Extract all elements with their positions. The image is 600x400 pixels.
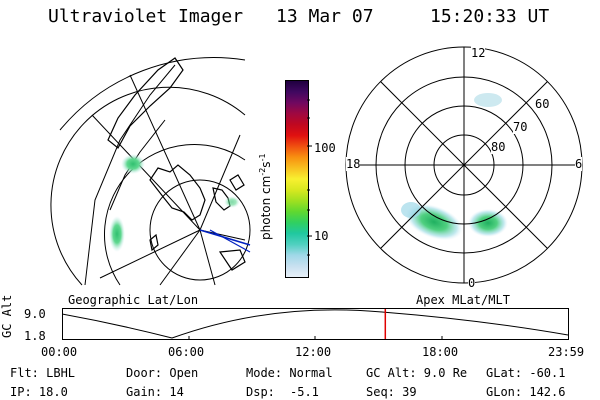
filter-readout: Flt: LBHL — [10, 366, 76, 380]
unit-s: s — [259, 161, 273, 168]
unit-text: photon cm — [259, 175, 273, 240]
altitude-curve — [62, 309, 569, 339]
xtick-3: 18:00 — [422, 345, 459, 359]
intensity-colorbar — [285, 80, 309, 278]
ip-readout: IP: 18.0 — [10, 385, 68, 399]
geographic-panel-label: Geographic Lat/Lon — [68, 293, 199, 307]
mlat-label-70: 70 — [513, 120, 528, 134]
gain-readout: Gain: 14 — [126, 385, 184, 399]
altitude-min-label: 1.8 — [24, 329, 46, 343]
date-label: 13 Mar 07 — [276, 6, 374, 27]
seq-readout: Seq: 39 — [366, 385, 417, 399]
instrument-title: Ultraviolet Imager — [48, 6, 244, 27]
altitude-x-ticks — [188, 336, 443, 340]
geographic-map — [50, 57, 251, 286]
subsatellite-track — [199, 229, 251, 246]
colorbar-ticks — [307, 99, 312, 256]
colorbar-unit-label: photon cm-2s-1 — [258, 153, 273, 240]
mlt-label-6: 6 — [575, 157, 583, 171]
mode-readout: Mode: Normal — [246, 366, 333, 380]
colorbar-tick-100: 100 — [314, 141, 336, 155]
mlt-label-12: 12 — [471, 46, 486, 60]
mlt-label-18: 18 — [346, 157, 361, 171]
glon-readout: GLon: 142.6 — [486, 385, 566, 399]
gc-alt-readout: GC Alt: 9.0 Re — [366, 366, 468, 380]
mlt-label-0: 0 — [468, 276, 476, 290]
xtick-2: 12:00 — [295, 345, 332, 359]
xtick-0: 00:00 — [41, 345, 78, 359]
time-label: 15:20:33 UT — [430, 6, 550, 27]
polar-grid — [345, 46, 583, 284]
unit-exp-1: -2 — [258, 167, 267, 176]
door-readout: Door: Open — [126, 366, 199, 380]
mlat-label-60: 60 — [535, 97, 550, 111]
polar-plot — [345, 46, 583, 284]
subsatellite-track-2 — [209, 229, 251, 253]
apex-panel-label: Apex MLat/MLT — [416, 293, 510, 307]
altitude-max-label: 9.0 — [24, 307, 46, 321]
geo-grid — [50, 57, 251, 286]
polar-aurora — [401, 93, 508, 241]
glat-readout: GLat: -60.1 — [486, 366, 566, 380]
xtick-1: 06:00 — [168, 345, 205, 359]
geo-aurora — [109, 154, 240, 252]
dsp-value: -5.1 — [290, 385, 319, 399]
colorbar-tick-10: 10 — [314, 229, 329, 243]
altitude-plot — [62, 308, 569, 340]
xtick-4: 23:59 — [548, 345, 585, 359]
dsp-label: Dsp: — [246, 385, 275, 399]
coastlines — [107, 57, 246, 271]
altitude-axis-label: GC Alt — [0, 294, 14, 338]
unit-exp-2: -1 — [258, 153, 267, 162]
mlat-label-80: 80 — [491, 140, 506, 154]
